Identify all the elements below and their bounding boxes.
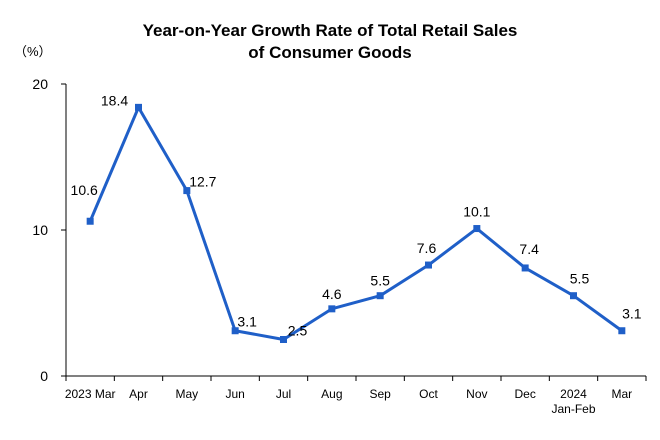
data-point-marker: [183, 187, 191, 195]
data-point-marker: [618, 327, 626, 335]
data-point-marker: [521, 264, 529, 272]
data-label: 5.5: [570, 271, 590, 287]
x-tick-label: Dec: [514, 387, 535, 401]
axes: 0 10 20 2023 Mar Apr May Jun Jul Aug Sep Oct Nov Dec…: [32, 76, 647, 416]
data-label: 12.7: [189, 174, 216, 190]
data-label: 10.1: [463, 204, 490, 220]
data-point-marker: [135, 103, 142, 111]
data-point-marker: [328, 305, 336, 313]
data-label: 18.4: [101, 92, 128, 108]
y-tick-label: 0: [40, 368, 48, 384]
x-tick-label: Nov: [466, 387, 487, 401]
data-point-marker: [86, 217, 94, 225]
x-tick-label: Jul: [276, 387, 291, 401]
chart-title-line-2: of Consumer Goods: [248, 43, 412, 62]
data-point-marker: [473, 225, 481, 233]
data-label: 7.4: [519, 241, 539, 257]
x-tick-label: Apr: [129, 387, 148, 401]
y-tick-label: 10: [32, 222, 48, 238]
x-tick-label: Sep: [369, 387, 391, 401]
data-label: 3.1: [622, 306, 642, 322]
data-label: 5.5: [370, 273, 390, 289]
x-tick-label: Jun: [225, 387, 244, 401]
data-label: 3.1: [237, 314, 257, 330]
y-axis-unit-label: （%）: [14, 44, 52, 59]
data-point-marker: [425, 261, 432, 269]
x-tick-label: Mar: [611, 387, 632, 401]
chart-title-line-1: Year-on-Year Growth Rate of Total Retail…: [142, 21, 518, 40]
data-labels: 10.6 18.4 12.7 3.1 2.5 4.6 5.5 7.6 10.1 7.4 5.5 3.1: [71, 92, 642, 338]
data-point-marker: [280, 336, 287, 343]
y-tick-label: 20: [32, 76, 48, 92]
series-line: [86, 103, 626, 343]
chart-title: Year-on-Year Growth Rate of Total Retail…: [0, 20, 660, 64]
x-tick-label: 2023 Mar: [65, 387, 116, 401]
data-label: 2.5: [288, 323, 308, 339]
x-tick-label: Aug: [321, 387, 342, 401]
x-tick-label: 2024: [560, 387, 587, 401]
data-point-marker: [570, 292, 577, 300]
data-label: 4.6: [322, 286, 342, 302]
x-tick-label: May: [175, 387, 198, 401]
data-point-marker: [376, 292, 384, 300]
data-label: 10.6: [71, 182, 98, 198]
data-point-marker: [231, 327, 239, 335]
series-path: [88, 105, 623, 341]
x-tick-label: Jan-Feb: [551, 402, 595, 416]
data-label: 7.6: [417, 240, 437, 256]
x-tick-label: Oct: [419, 387, 438, 401]
